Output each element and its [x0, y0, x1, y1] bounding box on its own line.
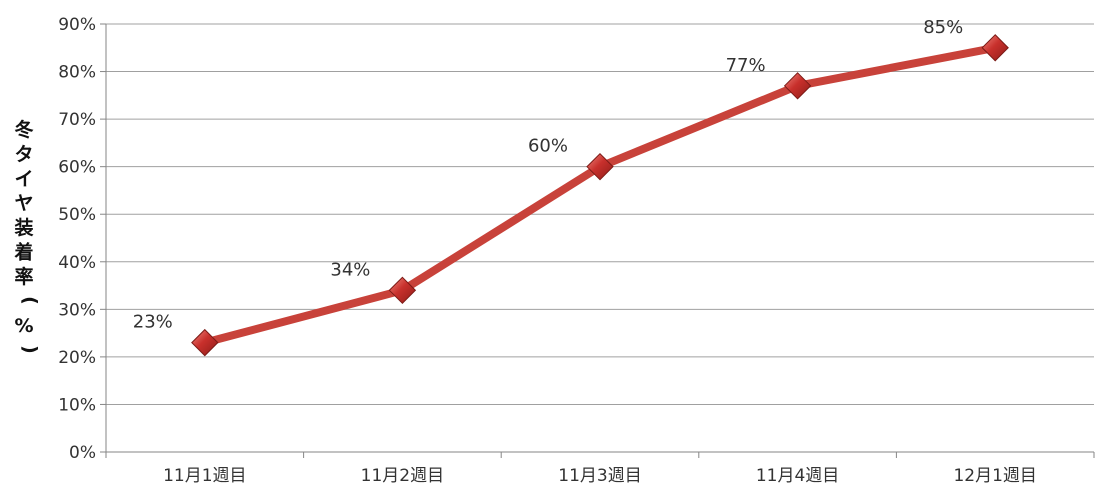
- y-tick-label: 40%: [58, 253, 96, 273]
- data-label: 85%: [923, 17, 963, 38]
- x-tick-label: 11月3週目: [558, 466, 641, 486]
- x-tick-label: 11月2週目: [361, 466, 444, 486]
- y-axis-title-char: (: [19, 296, 41, 305]
- data-point-marker: [783, 72, 812, 100]
- x-tick-label: 12月1週目: [953, 466, 1036, 486]
- gridlines: [106, 23, 1094, 405]
- data-label: 60%: [528, 136, 568, 157]
- y-tick-label: 60%: [58, 158, 96, 178]
- data-label: 23%: [133, 312, 173, 333]
- y-tick-label: 70%: [58, 110, 96, 130]
- y-axis-title-char: 率: [14, 265, 33, 288]
- y-axis-title-char: ): [19, 345, 41, 354]
- y-axis-title-char: 装: [13, 216, 33, 239]
- y-tick-label: 80%: [58, 63, 96, 83]
- y-tick-label: 20%: [58, 348, 96, 368]
- data-label: 34%: [330, 259, 370, 280]
- x-tick-label: 11月1週目: [163, 466, 246, 486]
- y-axis-ticks: 0% 10% 20% 30% 40% 50% 60% 70% 80% 90%: [58, 15, 106, 463]
- y-tick-label: 30%: [58, 300, 96, 320]
- y-axis-title-char: 冬: [14, 118, 33, 141]
- x-axis-ticks: 11月1週目 11月2週目 11月3週目 11月4週目 12月1週目: [105, 452, 1095, 486]
- series-line: [200, 43, 1000, 347]
- y-tick-label: 10%: [58, 395, 96, 415]
- y-tick-label: 0%: [69, 443, 96, 463]
- data-point-marker: [388, 276, 417, 305]
- data-point-marker: [981, 34, 1009, 62]
- y-axis-title-char: タ: [14, 144, 33, 166]
- data-point-marker: [191, 328, 219, 357]
- data-point-marker: [586, 152, 614, 181]
- y-tick-label: 90%: [58, 15, 96, 35]
- series-markers: [191, 34, 1009, 357]
- y-axis-title-char: 着: [14, 241, 33, 264]
- y-axis-title-char: ヤ: [14, 193, 33, 215]
- data-labels: 23% 34% 60% 77% 85%: [133, 17, 963, 333]
- y-axis-title-char: イ: [14, 168, 33, 190]
- data-label: 77%: [726, 55, 766, 76]
- y-tick-label: 50%: [58, 205, 96, 225]
- y-axis-title-char: %: [14, 315, 33, 337]
- x-tick-label: 11月4週目: [756, 466, 839, 486]
